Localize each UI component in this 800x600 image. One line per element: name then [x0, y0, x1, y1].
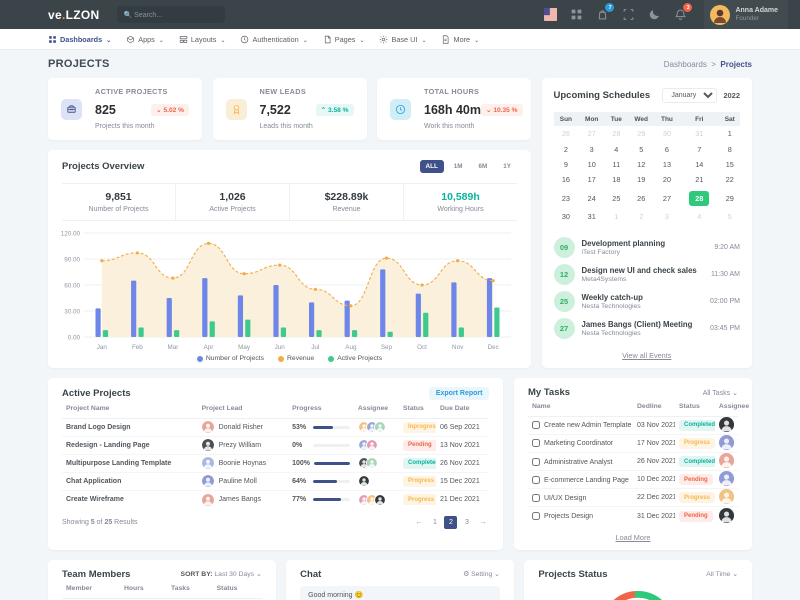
- svg-text:0.00: 0.00: [68, 335, 81, 342]
- svg-text:Jan: Jan: [97, 344, 108, 351]
- svg-text:May: May: [238, 344, 251, 351]
- svg-text:Apr: Apr: [204, 344, 214, 351]
- svg-text:Mar: Mar: [168, 344, 179, 351]
- svg-text:Jul: Jul: [311, 344, 319, 351]
- svg-text:60.00: 60.00: [64, 283, 80, 290]
- svg-text:Dec: Dec: [488, 344, 499, 351]
- svg-text:Feb: Feb: [132, 344, 143, 351]
- svg-text:Aug: Aug: [345, 344, 357, 351]
- svg-text:Oct: Oct: [417, 344, 427, 351]
- svg-text:Jun: Jun: [275, 344, 286, 351]
- svg-text:120.00: 120.00: [61, 231, 81, 238]
- svg-text:Nov: Nov: [452, 344, 464, 351]
- svg-text:30.00: 30.00: [64, 309, 80, 316]
- svg-text:Sep: Sep: [381, 344, 393, 351]
- svg-text:90.00: 90.00: [64, 257, 80, 264]
